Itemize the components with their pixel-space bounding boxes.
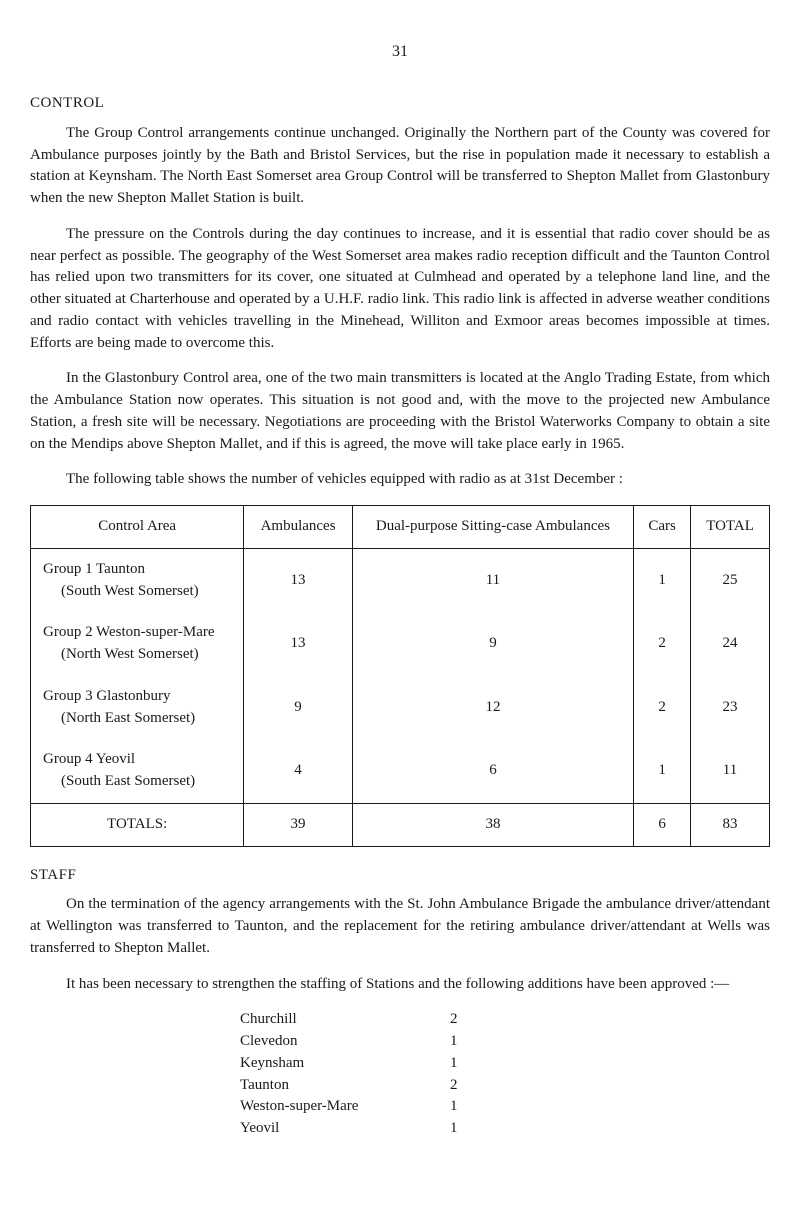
list-item: Yeovil 1 <box>240 1118 560 1140</box>
cell-area: Group 1 Taunton (South West Somerset) <box>31 548 244 612</box>
addition-label: Clevedon <box>240 1031 450 1053</box>
addition-value: 2 <box>450 1075 490 1097</box>
staff-para-1: On the termination of the agency arrange… <box>30 894 770 959</box>
table-row: Group 3 Glastonbury (North East Somerset… <box>31 676 770 740</box>
table-row: Group 1 Taunton (South West Somerset) 13… <box>31 548 770 612</box>
cell-dual: 9 <box>352 612 633 676</box>
control-para-2: The pressure on the Controls during the … <box>30 224 770 355</box>
cell-total: 24 <box>691 612 770 676</box>
table-row: Group 2 Weston-super-Mare (North West So… <box>31 612 770 676</box>
list-item: Weston-super-Mare 1 <box>240 1096 560 1118</box>
table-header-row: Control Area Ambulances Dual-purpose Sit… <box>31 506 770 549</box>
cell-ambulances: 13 <box>244 548 353 612</box>
list-item: Churchill 2 <box>240 1009 560 1031</box>
cell-total: 11 <box>691 739 770 803</box>
addition-value: 2 <box>450 1009 490 1031</box>
cell-dual: 6 <box>352 739 633 803</box>
area-main: Group 2 Weston-super-Mare <box>43 624 215 640</box>
cell-cars: 1 <box>634 739 691 803</box>
addition-label: Weston-super-Mare <box>240 1096 450 1118</box>
list-item: Keynsham 1 <box>240 1053 560 1075</box>
cell-total: 25 <box>691 548 770 612</box>
control-heading: CONTROL <box>30 93 770 115</box>
area-sub: (North East Somerset) <box>43 708 231 730</box>
addition-label: Yeovil <box>240 1118 450 1140</box>
cell-cars: 2 <box>634 676 691 740</box>
area-sub: (North West Somerset) <box>43 644 231 666</box>
table-row: Group 4 Yeovil (South East Somerset) 4 6… <box>31 739 770 803</box>
control-para-1: The Group Control arrangements continue … <box>30 123 770 210</box>
addition-label: Taunton <box>240 1075 450 1097</box>
cell-total: 23 <box>691 676 770 740</box>
cell-ambulances: 9 <box>244 676 353 740</box>
table-totals-row: TOTALS: 39 38 6 83 <box>31 803 770 846</box>
area-main: Group 4 Yeovil <box>43 751 135 767</box>
col-dual: Dual-purpose Sitting-case Ambulances <box>352 506 633 549</box>
cell-area: Group 4 Yeovil (South East Somerset) <box>31 739 244 803</box>
staff-para-2: It has been necessary to strengthen the … <box>30 974 770 996</box>
page-number: 31 <box>30 40 770 63</box>
totals-label: TOTALS: <box>31 803 244 846</box>
col-control-area: Control Area <box>31 506 244 549</box>
area-sub: (South East Somerset) <box>43 771 231 793</box>
cell-dual: 12 <box>352 676 633 740</box>
control-para-3: In the Glastonbury Control area, one of … <box>30 368 770 455</box>
area-main: Group 1 Taunton <box>43 561 145 577</box>
control-para-4: The following table shows the number of … <box>30 469 770 491</box>
cell-cars: 1 <box>634 548 691 612</box>
cell-cars: 2 <box>634 612 691 676</box>
list-item: Taunton 2 <box>240 1075 560 1097</box>
cell-ambulances: 13 <box>244 612 353 676</box>
col-cars: Cars <box>634 506 691 549</box>
cell-ambulances: 4 <box>244 739 353 803</box>
addition-value: 1 <box>450 1096 490 1118</box>
addition-label: Keynsham <box>240 1053 450 1075</box>
totals-dual: 38 <box>352 803 633 846</box>
totals-cars: 6 <box>634 803 691 846</box>
col-ambulances: Ambulances <box>244 506 353 549</box>
cell-area: Group 3 Glastonbury (North East Somerset… <box>31 676 244 740</box>
cell-area: Group 2 Weston-super-Mare (North West So… <box>31 612 244 676</box>
addition-value: 1 <box>450 1031 490 1053</box>
totals-ambulances: 39 <box>244 803 353 846</box>
addition-value: 1 <box>450 1053 490 1075</box>
vehicle-table: Control Area Ambulances Dual-purpose Sit… <box>30 505 770 847</box>
addition-value: 1 <box>450 1118 490 1140</box>
area-sub: (South West Somerset) <box>43 581 231 603</box>
addition-label: Churchill <box>240 1009 450 1031</box>
cell-dual: 11 <box>352 548 633 612</box>
area-main: Group 3 Glastonbury <box>43 688 171 704</box>
totals-total: 83 <box>691 803 770 846</box>
list-item: Clevedon 1 <box>240 1031 560 1053</box>
staff-heading: STAFF <box>30 865 770 887</box>
additions-list: Churchill 2 Clevedon 1 Keynsham 1 Taunto… <box>240 1009 560 1140</box>
col-total: TOTAL <box>691 506 770 549</box>
